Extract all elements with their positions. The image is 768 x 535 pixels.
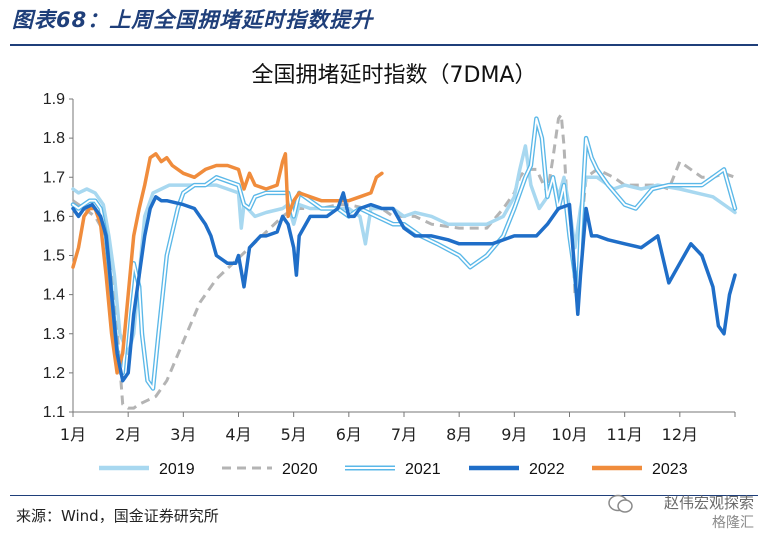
line-chart: 全国拥堵延时指数（7DMA） 1.11.21.31.41.51.61.71.81… [43,63,738,478]
series-2019-line [71,144,737,356]
y-tick-label: 1.2 [43,365,65,382]
watermark: 赵伟宏观探索 格隆汇 [596,492,754,532]
series-2022-line [71,191,737,383]
x-tick-label: 5月 [281,425,307,444]
y-tick-label: 1.3 [43,326,65,343]
bottom-rule [10,495,758,496]
axes: 1.1 1.2 1.3 1.4 1.5 1.6 1.7 1.8 1.9 1月 2月 3月 4月 5月 6月 7… [43,91,736,444]
legend-label-2021: 2021 [405,461,441,478]
x-tick-label: 12月 [662,425,698,444]
y-tick-label: 1.8 [43,130,65,147]
x-tick-label: 4月 [225,425,251,444]
series-2021-line-inner [72,117,736,390]
x-tick-label: 3月 [170,425,196,444]
series-layer [70,113,738,410]
y-tick-label: 1.7 [43,169,65,186]
legend-label-2022: 2022 [529,461,565,478]
y-tick-label: 1.9 [43,91,65,108]
x-tick-label: 10月 [551,425,587,444]
x-tick-label: 1月 [60,425,86,444]
figure-title: 图表68：上周全国拥堵延时指数提升 [12,8,374,32]
x-tick-label: 11月 [606,425,642,444]
y-tick-label: 1.6 [43,208,65,225]
legend-label-2023: 2023 [652,461,688,478]
series-2020-line [72,113,736,410]
chart-title: 全国拥堵延时指数（7DMA） [252,63,537,88]
watermark-site: 格隆汇 [712,515,754,531]
source-note: 来源：Wind，国金证券研究所 [16,507,219,525]
x-tick-label: 7月 [391,425,417,444]
series-2021-line [70,116,738,391]
y-tick-label: 1.4 [43,287,65,304]
x-tick-label: 9月 [501,425,527,444]
y-tick-label: 1.1 [43,404,65,421]
legend-label-2020: 2020 [282,461,318,478]
watermark-account: 赵伟宏观探索 [663,494,754,512]
legend: 2019 2020 2021 2022 2023 [99,461,688,478]
title-rule [10,44,758,46]
y-tick-label: 1.5 [43,248,65,265]
series-2023-line [71,152,384,375]
wechat-icon [608,494,633,513]
x-tick-label: 8月 [446,425,472,444]
x-tick-label: 6月 [336,425,362,444]
x-tick-label: 2月 [115,425,141,444]
legend-label-2019: 2019 [159,461,195,478]
